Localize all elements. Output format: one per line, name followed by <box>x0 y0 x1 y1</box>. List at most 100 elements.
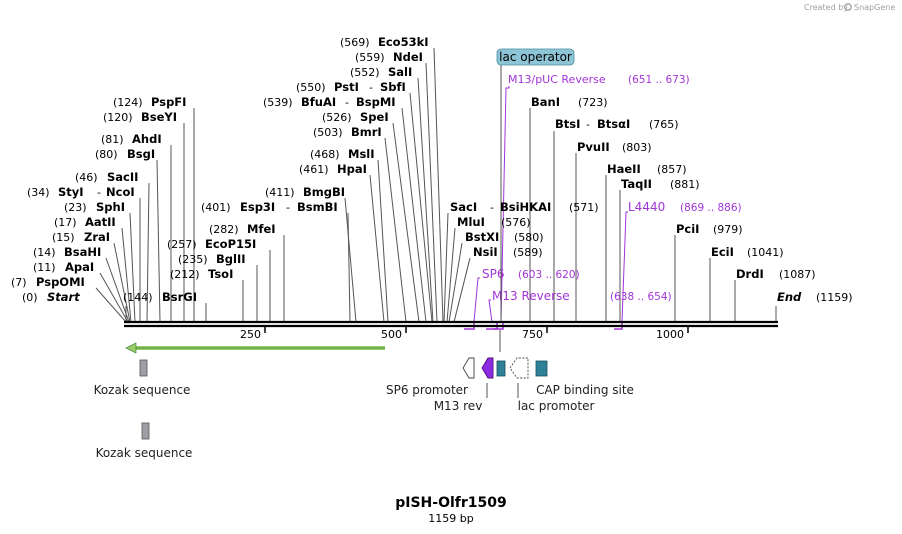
site-name: BmgBI <box>303 185 345 199</box>
brand-text: SnapGene <box>854 3 895 12</box>
site-lines <box>95 47 777 323</box>
site-name: SacII <box>107 170 138 184</box>
site-pos: (857) <box>657 163 687 176</box>
site-sep: - <box>286 201 290 214</box>
kozak-feature-2: Kozak sequence <box>96 422 192 460</box>
sequence-axis <box>124 320 778 328</box>
site-name: End <box>777 290 802 304</box>
site-name: PspFI <box>151 95 186 109</box>
site-pos: (401) <box>201 201 231 214</box>
site-pos: (257) <box>167 238 197 251</box>
site-pos: (1087) <box>779 268 816 281</box>
site-pos: (580) <box>514 231 544 244</box>
site-name: ApaI <box>65 260 94 274</box>
site-pos: (282) <box>209 223 239 236</box>
site-pos: (124) <box>113 96 143 109</box>
site-line-bsa-hi <box>105 257 130 323</box>
site-line-hpa-i <box>369 174 385 323</box>
site-pos: (1041) <box>747 246 784 259</box>
promoter-features: SP6 promoter M13 rev lac promoter CAP bi… <box>386 330 634 413</box>
lac-operator-label: lac operator <box>499 50 572 64</box>
site-pos: (7) <box>11 276 27 289</box>
site-name: PciI <box>676 222 699 236</box>
site-sep: - <box>369 81 373 94</box>
site-name: SphI <box>96 200 125 214</box>
site-line-sac-i <box>443 212 449 323</box>
kozak-label: Kozak sequence <box>94 383 191 397</box>
site-line-pst-i <box>409 92 433 323</box>
site-pos: (46) <box>75 171 98 184</box>
site-name-2: BtsαI <box>597 117 630 131</box>
primer-bracket-l4440 <box>614 322 623 330</box>
site-pos: (589) <box>513 246 543 259</box>
m13-rev-icon <box>481 357 494 379</box>
site-name: BtsI <box>555 117 580 131</box>
site-name: SpeI <box>360 110 389 124</box>
site-sep: - <box>490 201 494 214</box>
kozak-box <box>139 359 148 377</box>
site-line-bmg-bi <box>344 197 357 323</box>
kozak-box <box>141 422 150 440</box>
site-line-nsi-i <box>453 257 471 323</box>
site-line-sal-i <box>417 77 434 323</box>
primers: M13/pUC Reverse (651 .. 673) L4440 (869 … <box>464 73 742 330</box>
site-name: NdeI <box>393 50 423 64</box>
ruler-tick-label: 1000 <box>656 328 684 341</box>
lac-operator-icon <box>496 360 506 377</box>
site-name: AhdI <box>132 132 162 146</box>
site-name: TsoI <box>208 267 233 281</box>
site-labels: (0) Start (7) PspOMI (11) ApaI (14) BsaH… <box>11 35 853 304</box>
site-name: BmrI <box>351 125 382 139</box>
site-name-2: BspMI <box>356 95 396 109</box>
sp6-promoter-label: SP6 promoter <box>386 383 468 397</box>
site-name: HpaI <box>337 162 367 176</box>
site-pos: (552) <box>350 66 380 79</box>
site-line-sph-i <box>129 212 136 323</box>
site-name: BseYI <box>141 110 177 124</box>
site-line-bst-xi <box>448 242 463 323</box>
site-name-2: NcoI <box>106 185 135 199</box>
site-line-sac-ii <box>146 182 150 323</box>
site-name: AatII <box>85 215 116 229</box>
ruler-tick-label: 750 <box>522 328 543 341</box>
site-pos: (559) <box>355 51 385 64</box>
site-line-eco53ki <box>433 47 444 323</box>
primer-l4440-name: L4440 <box>628 200 665 214</box>
site-pos: (144) <box>123 291 153 304</box>
site-name: Esp3I <box>240 200 275 214</box>
site-name: MslI <box>348 147 375 161</box>
site-pos: (0) <box>22 291 38 304</box>
site-pos: (765) <box>649 118 679 131</box>
primer-m13-puc-reverse-range: (651 .. 673) <box>628 74 690 86</box>
site-line-bfu-ai <box>401 107 427 323</box>
site-name: PvuII <box>577 140 610 154</box>
site-pos: (34) <box>27 186 50 199</box>
snapgene-credit: Created by SnapGene <box>804 3 895 12</box>
site-pos: (461) <box>299 163 329 176</box>
plasmid-name: pISH-Olfr1509 <box>395 495 507 511</box>
site-name-2: SbfI <box>380 80 406 94</box>
site-pos: (212) <box>170 268 200 281</box>
site-name: Eco53kI <box>378 35 429 49</box>
site-name: PspOMI <box>36 275 85 289</box>
lac-operator-box <box>496 48 575 66</box>
site-name: Start <box>47 290 80 304</box>
ruler-tick-label: 500 <box>381 328 402 341</box>
snapgene-logo-icon <box>844 3 852 11</box>
plasmid-length: 1159 bp <box>428 512 473 525</box>
orf-arrow-head <box>125 342 137 354</box>
site-name: StyI <box>58 185 84 199</box>
site-name: MluI <box>457 215 485 229</box>
site-line-apa-i <box>99 272 129 323</box>
credit-text: Created by <box>804 3 848 12</box>
sp6-promoter-icon <box>462 357 475 379</box>
m13-rev-label: M13 rev <box>434 399 483 413</box>
site-line-aat-ii <box>121 227 132 323</box>
site-line-esp3i <box>347 212 351 323</box>
site-name: NsiI <box>473 245 498 259</box>
site-name: BsaHI <box>64 245 101 259</box>
primer-sp6-range: (603 .. 620) <box>518 269 580 281</box>
site-pos: (81) <box>101 133 124 146</box>
primer-m13-reverse-range: (638 .. 654) <box>610 291 672 303</box>
